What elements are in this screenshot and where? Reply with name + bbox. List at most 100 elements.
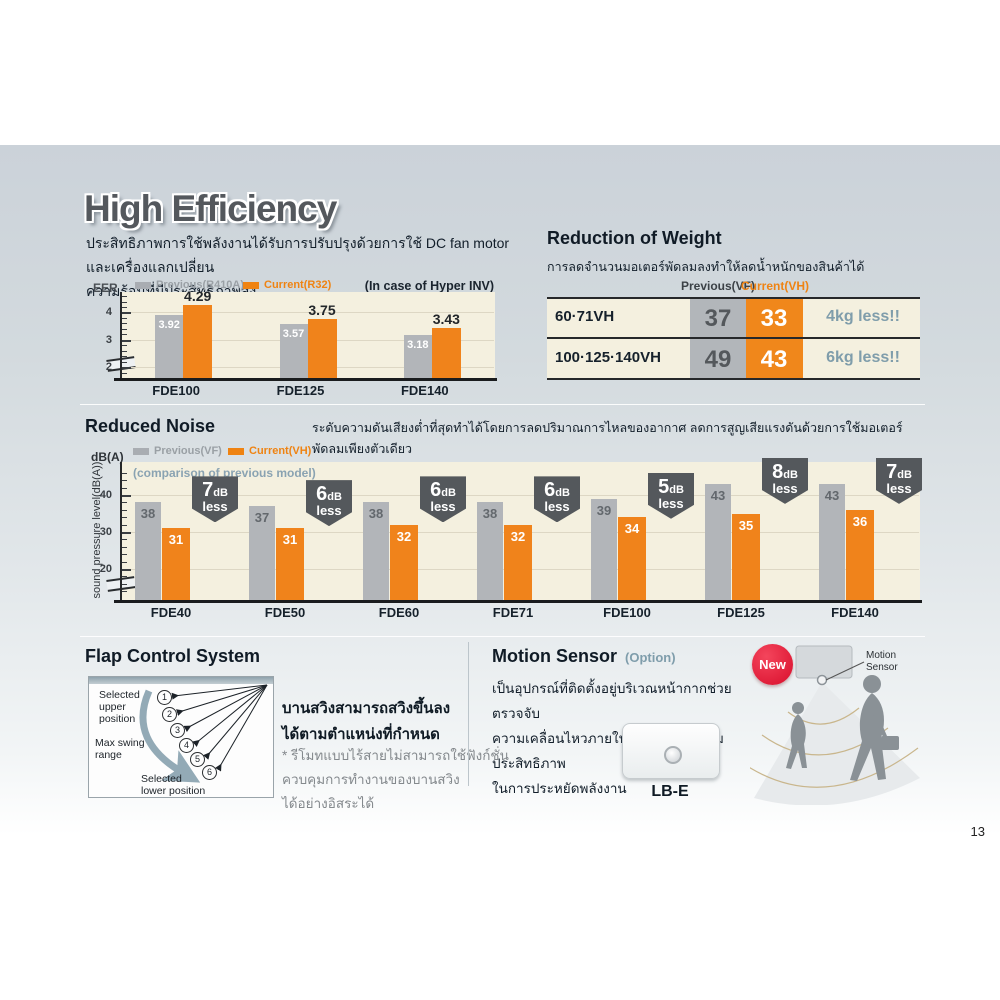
eer-current-value: 4.29 xyxy=(184,287,212,304)
flap-position-number: 1 xyxy=(157,690,172,705)
noise-section-title: Reduced Noise xyxy=(85,416,216,436)
weight-row-previous-value: 49 xyxy=(704,346,732,373)
noise-minor-tick xyxy=(122,554,127,556)
eer-category-label: FDE140 xyxy=(400,383,449,398)
eer-category-label: FDE100 xyxy=(152,383,200,398)
noise-bar-current xyxy=(390,524,418,600)
legend-swatch-gray-icon xyxy=(135,281,151,289)
weight-table: 60·71VH 37 33 4kg less!! 100·125·140VH 4… xyxy=(547,297,920,380)
noise-minor-tick xyxy=(122,539,127,541)
flap-position-number: 4 xyxy=(179,738,194,753)
section-divider xyxy=(80,404,925,405)
motion-section-title: Motion Sensor xyxy=(492,646,617,666)
person-walking-right-icon xyxy=(850,675,899,781)
noise-current-value: 36 xyxy=(852,513,868,529)
noise-previous-value: 39 xyxy=(596,502,612,518)
flap-label-lower: Selected lower position xyxy=(141,773,206,797)
noise-category-label: FDE40 xyxy=(150,605,192,620)
page-title: High Efficiency xyxy=(84,188,337,229)
noise-previous-value: 43 xyxy=(824,487,840,503)
noise-bar-current xyxy=(618,517,646,600)
noise-tick-label: 30 xyxy=(99,526,112,538)
noise-current-value: 31 xyxy=(168,532,184,548)
noise-major-tick xyxy=(122,495,131,497)
noise-category-label: FDE71 xyxy=(492,605,534,620)
noise-legend-previous: Previous(VF) xyxy=(133,445,222,457)
noise-current-value: 32 xyxy=(396,528,412,544)
noise-current-value: 34 xyxy=(624,521,640,537)
legend-swatch-gray-icon xyxy=(133,447,149,455)
eer-minor-tick xyxy=(122,301,127,303)
person-walking-left-icon xyxy=(786,702,807,769)
noise-previous-value: 43 xyxy=(710,487,726,503)
eer-minor-tick xyxy=(122,323,127,325)
weight-table-divider xyxy=(547,337,920,339)
flap-position-number: 2 xyxy=(162,707,177,722)
noise-reduction-badge: 8dB less xyxy=(762,457,808,504)
noise-bar-current xyxy=(276,528,304,600)
motion-sensor-model: LB-E xyxy=(651,783,689,800)
noise-minor-tick xyxy=(122,509,127,511)
noise-bar-current xyxy=(162,528,190,600)
noise-x-axis xyxy=(114,600,922,603)
eer-minor-tick xyxy=(122,317,127,319)
noise-minor-tick xyxy=(122,561,127,563)
motion-option-tag: (Option) xyxy=(625,650,676,665)
noise-minor-tick xyxy=(122,591,127,593)
flap-section-title: Flap Control System xyxy=(85,646,261,666)
ceiling-unit-icon xyxy=(795,645,853,679)
eer-minor-tick xyxy=(122,307,127,308)
flap-diagram: Selected upper position Max swing range … xyxy=(88,676,274,798)
noise-current-value: 32 xyxy=(510,528,526,544)
eer-previous-value: 3.18 xyxy=(407,338,429,351)
noise-bar-previous xyxy=(477,502,503,600)
motion-sensor-illustration xyxy=(750,645,920,805)
eer-major-tick xyxy=(122,367,131,370)
noise-bar-current xyxy=(846,509,874,600)
weight-section-title: Reduction of Weight xyxy=(547,228,722,248)
eer-minor-tick xyxy=(122,334,127,336)
page-number: 13 xyxy=(970,824,985,839)
weight-row-saving: 6kg less!! xyxy=(826,349,900,366)
flap-position-number: 3 xyxy=(170,723,185,738)
noise-category-label: FDE100 xyxy=(603,605,651,620)
noise-category-label: FDE50 xyxy=(264,605,306,620)
section-divider xyxy=(80,636,925,637)
weight-description: การลดจำนวนมอเตอร์พัดลมลงทำให้ลดน้ำหนักขอ… xyxy=(547,260,865,274)
noise-minor-tick xyxy=(122,546,127,548)
noise-minor-tick xyxy=(122,472,127,474)
eer-bar-current xyxy=(431,328,461,378)
flap-position-number: 6 xyxy=(202,765,217,780)
eer-previous-value: 3.92 xyxy=(158,318,180,331)
sensor-dot-icon xyxy=(816,674,828,686)
eer-legend-previous: Previous(R410A) xyxy=(135,279,244,291)
legend-swatch-orange-icon xyxy=(243,281,259,289)
noise-minor-tick xyxy=(122,524,127,526)
eer-major-tick xyxy=(122,312,131,315)
noise-minor-tick xyxy=(122,517,127,519)
noise-category-label: FDE125 xyxy=(717,605,765,620)
eer-gridline xyxy=(123,312,494,314)
new-badge: New xyxy=(752,644,793,685)
eer-previous-value: 3.57 xyxy=(282,328,305,341)
eer-minor-tick xyxy=(122,345,127,347)
motion-section-header: Motion Sensor (Option) xyxy=(492,646,676,667)
weight-row-previous-value: 37 xyxy=(704,305,732,332)
eer-minor-tick xyxy=(122,350,127,352)
eer-axis-title: EER xyxy=(93,281,118,295)
weight-row-model: 100·125·140VH xyxy=(555,349,661,366)
flap-position-number: 5 xyxy=(190,752,205,767)
motion-sensor-callout: Motion Sensor xyxy=(866,650,898,673)
noise-bar-previous xyxy=(363,502,389,600)
eer-bar-previous xyxy=(155,314,184,378)
noise-legend-current: Current(VH) xyxy=(228,445,311,457)
legend-swatch-orange-icon xyxy=(228,447,244,455)
noise-tick-label: 40 xyxy=(99,489,112,501)
noise-bar-previous xyxy=(819,483,845,600)
noise-axis-unit: dB(A) xyxy=(91,450,124,464)
noise-current-value: 35 xyxy=(738,517,754,533)
eer-tick-label: 2 xyxy=(105,361,112,374)
eer-minor-tick xyxy=(122,328,127,330)
eer-minor-tick xyxy=(122,361,127,363)
weight-col-previous: Previous(VF) xyxy=(680,279,755,293)
